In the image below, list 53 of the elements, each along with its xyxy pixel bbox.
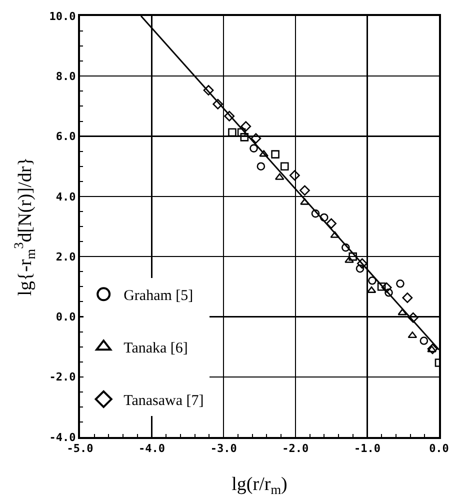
x-tick-label: -1.0 xyxy=(354,442,380,456)
point xyxy=(402,292,413,303)
legend-label: Tanasawa [7] xyxy=(124,393,204,410)
x-tick-label: -4.0 xyxy=(138,442,166,456)
point xyxy=(356,264,364,273)
x-tick-label: -2.0 xyxy=(282,442,309,456)
point xyxy=(320,213,328,222)
point xyxy=(326,218,336,229)
point xyxy=(366,286,376,293)
legend-label: Graham [5] xyxy=(124,288,194,304)
point xyxy=(256,162,266,171)
point xyxy=(240,133,249,142)
legend-label: Tanaka [6] xyxy=(124,340,188,357)
y-tick-label: 0.0 xyxy=(56,310,76,324)
point xyxy=(330,231,340,238)
point xyxy=(311,209,320,218)
point xyxy=(300,198,310,205)
point xyxy=(250,133,262,144)
y-tick-label: -2.0 xyxy=(49,370,76,384)
point xyxy=(368,276,376,285)
x-tick-label: 0.0 xyxy=(429,442,449,456)
point xyxy=(271,150,280,158)
point xyxy=(408,312,418,323)
y-tick-label: 6.0 xyxy=(56,130,76,144)
x-axis-title: lg(r/r$_{m}$) xyxy=(232,474,288,497)
point xyxy=(240,121,252,132)
point xyxy=(408,332,418,338)
point xyxy=(300,185,310,196)
point xyxy=(396,279,404,288)
point xyxy=(381,282,392,293)
point xyxy=(224,110,235,122)
point xyxy=(203,85,214,96)
y-tick-label: 2.0 xyxy=(56,250,76,264)
point xyxy=(250,144,258,152)
point xyxy=(342,243,350,252)
point xyxy=(420,336,428,345)
point xyxy=(274,173,284,180)
point xyxy=(212,98,224,110)
point xyxy=(289,170,300,181)
y-tick-label: -4.0 xyxy=(49,430,76,444)
y-tick-label: 8.0 xyxy=(56,70,76,83)
x-tick-label: -3.0 xyxy=(210,442,237,456)
point xyxy=(384,288,393,297)
x-tick-label: -5.0 xyxy=(66,442,94,456)
point xyxy=(348,252,357,261)
point xyxy=(259,150,268,157)
point xyxy=(398,308,408,316)
point xyxy=(344,256,354,263)
point xyxy=(356,258,368,269)
y-tick-label: 4.0 xyxy=(56,190,76,204)
point xyxy=(377,282,386,291)
y-tick-label: 10.0 xyxy=(49,10,76,23)
point xyxy=(280,162,289,171)
